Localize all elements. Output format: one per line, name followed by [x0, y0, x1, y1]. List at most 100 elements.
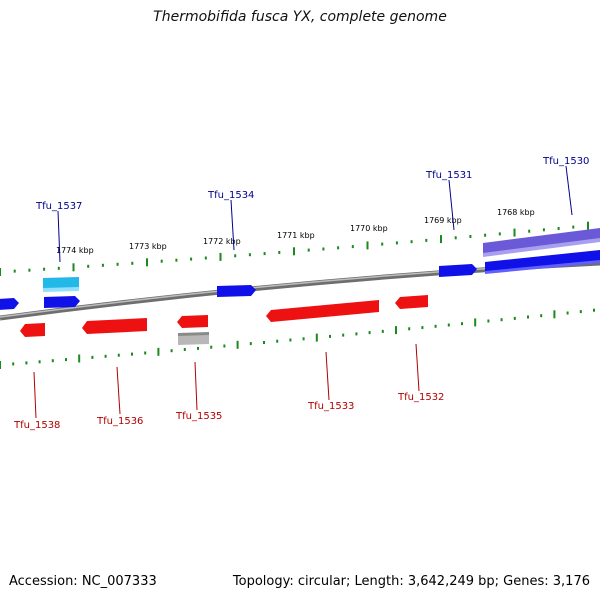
- gene-feature[interactable]: [178, 333, 209, 345]
- reverse-genes: [20, 295, 428, 345]
- forward-genes: [0, 228, 600, 310]
- genome-summary-text: Topology: circular; Length: 3,642,249 bp…: [232, 574, 590, 589]
- kbp-label: 1773 kbp: [129, 242, 167, 251]
- gene-label[interactable]: Tfu_1534: [207, 190, 254, 201]
- gene-label[interactable]: Tfu_1530: [542, 156, 589, 167]
- gene-label[interactable]: Tfu_1535: [175, 411, 222, 422]
- minor-tick: [276, 339, 279, 343]
- minor-tick: [461, 322, 463, 326]
- minor-tick: [368, 331, 371, 335]
- map-title: Thermobifida fusca YX, complete genome: [153, 9, 447, 25]
- minor-tick: [87, 264, 90, 268]
- gene-feature[interactable]: [266, 300, 379, 322]
- minor-tick: [540, 314, 543, 318]
- gene-label[interactable]: Tfu_1537: [35, 201, 82, 212]
- minor-tick: [410, 240, 413, 244]
- gene-feature[interactable]: [395, 295, 428, 309]
- minor-tick: [175, 258, 178, 262]
- minor-tick: [278, 251, 281, 254]
- major-tick: [474, 318, 477, 327]
- minor-tick: [434, 324, 437, 328]
- kbp-label: 1768 kbp: [497, 208, 535, 217]
- major-tick: [293, 247, 295, 256]
- minor-tick: [527, 315, 529, 319]
- minor-tick: [116, 262, 119, 266]
- kbp-scale: 1774 kbp 1773 kbp 1772 kbp 1771 kbp 1770…: [56, 208, 535, 255]
- minor-tick: [421, 326, 424, 330]
- minor-tick: [542, 228, 545, 232]
- minor-tick: [190, 257, 193, 261]
- gene-feature[interactable]: [439, 264, 477, 277]
- major-tick: [553, 310, 556, 319]
- gene-feature[interactable]: [0, 298, 19, 310]
- major-tick: [315, 333, 318, 342]
- minor-tick: [351, 245, 354, 249]
- minor-tick: [355, 332, 358, 336]
- gene-labels: Tfu_1537 Tfu_1534 Tfu_1531 Tfu_1530 Tfu_…: [13, 156, 589, 431]
- minor-tick: [234, 254, 237, 258]
- major-tick: [440, 235, 442, 244]
- minor-tick: [579, 310, 582, 314]
- minor-tick: [12, 362, 15, 366]
- minor-tick: [484, 233, 487, 237]
- gene-label[interactable]: Tfu_1538: [13, 420, 60, 431]
- minor-tick: [91, 355, 94, 359]
- minor-tick: [342, 333, 345, 337]
- gene-feature[interactable]: [485, 250, 600, 273]
- major-tick: [587, 221, 589, 230]
- minor-tick: [498, 232, 501, 236]
- minor-tick: [248, 253, 251, 257]
- major-tick: [0, 361, 1, 369]
- gene-feature[interactable]: [44, 296, 80, 308]
- major-tick: [0, 268, 1, 276]
- major-tick: [236, 340, 239, 349]
- minor-tick: [513, 316, 516, 320]
- minor-tick: [263, 252, 266, 256]
- minor-tick: [25, 361, 28, 365]
- major-tick: [157, 347, 160, 356]
- minor-tick: [289, 338, 292, 342]
- gene-feature[interactable]: [20, 323, 45, 337]
- minor-tick: [210, 345, 213, 349]
- forward-tick-track: [0, 221, 589, 276]
- minor-tick: [170, 349, 173, 353]
- kbp-label: 1771 kbp: [277, 231, 315, 240]
- minor-tick: [57, 266, 60, 270]
- minor-tick: [13, 269, 16, 273]
- gene-feature[interactable]: [483, 228, 600, 255]
- minor-tick: [51, 359, 54, 363]
- minor-tick: [447, 323, 450, 327]
- label-leaders: [33, 165, 573, 419]
- major-tick: [513, 228, 516, 237]
- major-tick: [395, 326, 397, 335]
- major-tick: [366, 241, 369, 250]
- minor-tick: [500, 318, 503, 322]
- major-tick: [219, 252, 222, 261]
- minor-tick: [101, 263, 104, 267]
- minor-tick: [381, 242, 384, 246]
- kbp-label: 1772 kbp: [203, 237, 241, 246]
- gene-label[interactable]: Tfu_1532: [397, 392, 444, 403]
- major-tick: [78, 354, 81, 363]
- minor-tick: [572, 225, 575, 229]
- minor-tick: [469, 235, 472, 238]
- minor-tick: [337, 246, 340, 250]
- gene-feature[interactable]: [217, 285, 256, 297]
- minor-tick: [131, 352, 133, 356]
- minor-tick: [381, 329, 384, 333]
- gene-label[interactable]: Tfu_1533: [307, 401, 354, 412]
- gene-label[interactable]: Tfu_1531: [425, 170, 472, 181]
- minor-tick: [329, 334, 331, 338]
- gene-feature[interactable]: [82, 318, 147, 334]
- minor-tick: [28, 268, 31, 272]
- minor-tick: [302, 337, 305, 341]
- minor-tick: [204, 256, 207, 260]
- gene-feature[interactable]: [177, 315, 208, 328]
- minor-tick: [144, 351, 147, 355]
- reverse-tick-track: [0, 308, 595, 369]
- minor-tick: [38, 360, 41, 364]
- minor-tick: [104, 354, 107, 358]
- gene-feature[interactable]: [43, 277, 79, 290]
- gene-label[interactable]: Tfu_1536: [96, 416, 143, 427]
- minor-tick: [487, 319, 490, 323]
